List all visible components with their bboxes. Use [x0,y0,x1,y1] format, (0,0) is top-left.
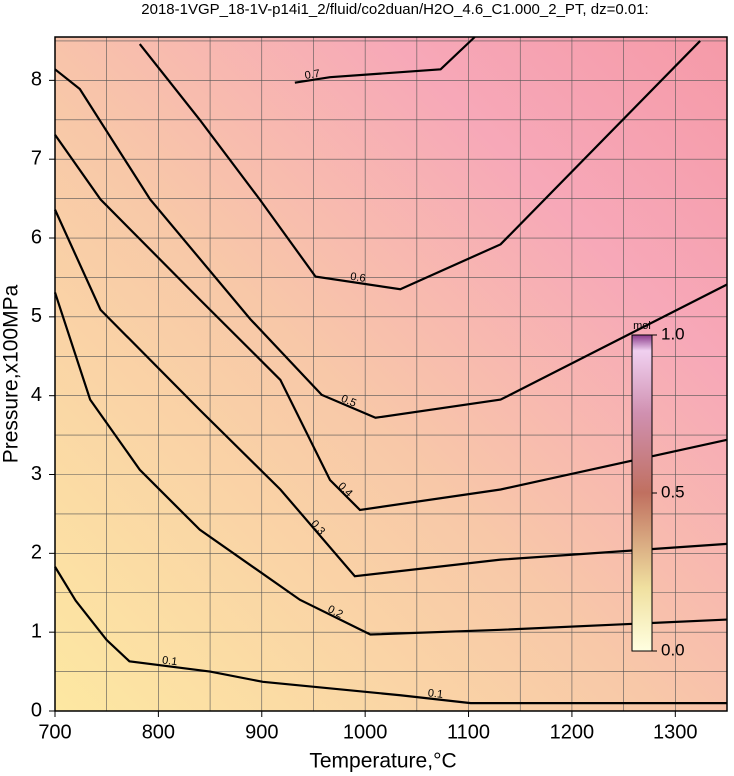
plot-background [55,37,727,711]
contour-label: 0.6 [349,271,366,285]
x-axis-label: Temperature,°C [309,750,456,773]
contour-line [54,566,727,705]
contour-label: 0.5 [339,393,358,410]
colorbar-tick-label: 0.5 [661,482,685,501]
contour-line [54,68,728,419]
y-tick-label: 6 [31,226,42,248]
y-axis-label: Pressure,x100MPa [0,284,23,463]
contour-label: 0.1 [161,654,178,668]
contour-line [53,292,728,636]
colorbar [631,334,653,652]
x-tick-label: 1000 [343,721,388,743]
y-tick-label: 1 [31,620,42,642]
x-tick-label: 900 [245,721,278,743]
contour-label: 0.7 [304,68,321,82]
y-tick-label: 2 [31,542,42,564]
y-tick-label: 5 [31,305,42,327]
colorbar-label: mol [633,320,651,332]
y-tick-label: 3 [31,463,42,485]
y-tick-label: 4 [31,384,42,406]
chart-title: 2018-1VGP_18-1V-p14i1_2/fluid/co2duan/H2… [141,1,648,18]
contour-line [294,36,476,84]
x-tick-label: 1300 [653,721,698,743]
contour-line [53,209,728,578]
x-tick-label: 800 [142,721,175,743]
y-tick-label: 7 [31,147,42,169]
y-tick-label: 0 [31,699,42,721]
contour-label: 0.1 [427,687,444,701]
y-tick-label: 8 [31,69,42,91]
plot-frame [54,36,728,712]
contour-line [54,134,728,512]
colorbar-tick-label: 0.0 [661,640,685,659]
x-tick-label: 700 [38,721,71,743]
contour-line [138,40,701,291]
x-tick-label: 1100 [447,721,490,743]
x-tick-label: 1200 [550,721,595,743]
colorbar-tick-label: 1.0 [661,324,685,343]
